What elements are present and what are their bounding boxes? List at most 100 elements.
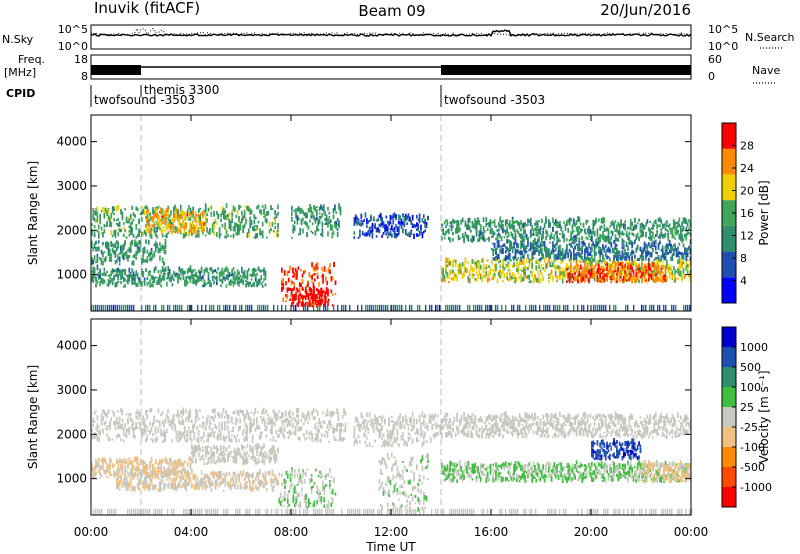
- echo-cell: [317, 301, 320, 304]
- echo-cell: [182, 277, 185, 281]
- echo-cell: [550, 233, 553, 236]
- echo-cell: [232, 267, 235, 271]
- freq-label-2: [MHz]: [4, 66, 36, 79]
- echo-cell: [670, 228, 672, 231]
- echo-cell: [146, 228, 148, 232]
- echo-cell: [572, 235, 575, 239]
- echo-cell: [302, 303, 304, 307]
- echo-cell: [124, 229, 127, 232]
- echo-cell: [677, 261, 679, 264]
- echo-cell: [628, 277, 631, 282]
- echo-cell: [614, 255, 617, 259]
- echo-cell: [400, 218, 403, 222]
- echo-cell: [272, 217, 275, 220]
- echo-cell: [535, 248, 538, 253]
- echo-cell: [639, 270, 642, 273]
- echo-cell: [449, 260, 452, 266]
- echo-cell: [161, 420, 164, 425]
- echo-cell: [286, 431, 289, 434]
- echo-cell: [633, 304, 635, 311]
- echo-cell: [179, 209, 182, 213]
- echo-cell: [586, 265, 589, 268]
- echo-cell: [196, 412, 199, 419]
- echo-cell: [553, 264, 556, 269]
- echo-cell: [113, 275, 115, 278]
- echo-cell: [241, 210, 243, 216]
- echo-cell: [492, 230, 495, 234]
- echo-cell: [603, 259, 606, 265]
- echo-cell: [225, 266, 228, 272]
- echo-cell: [257, 204, 260, 209]
- echo-cell: [659, 240, 661, 245]
- echo-cell: [674, 237, 677, 240]
- echo-cell: [285, 281, 287, 286]
- echo-cell: [449, 304, 451, 311]
- echo-cell: [620, 266, 622, 271]
- echo-cell: [578, 251, 581, 258]
- echo-cell: [524, 271, 527, 277]
- echo-cell: [686, 221, 689, 227]
- echo-cell: [265, 409, 268, 413]
- echo-cell: [316, 425, 319, 428]
- echo-cell: [127, 257, 129, 262]
- echo-cell: [160, 230, 163, 233]
- echo-cell: [643, 225, 646, 230]
- echo-cell: [554, 258, 557, 262]
- echo-cell: [267, 418, 269, 421]
- nsky-panel: N.Sky 10^5 10^0 10^5 10^0 N.Search: [2, 23, 795, 53]
- echo-cell: [223, 304, 225, 311]
- echo-cell: [310, 213, 313, 216]
- echo-cell: [149, 430, 151, 435]
- echo-cell: [264, 412, 266, 415]
- echo-cell: [656, 270, 658, 276]
- echo-cell: [304, 286, 307, 292]
- echo-cell: [116, 222, 118, 226]
- echo-cell: [238, 276, 240, 281]
- echo-cell: [229, 273, 232, 277]
- echo-cell: [443, 233, 446, 237]
- echo-cell: [161, 221, 164, 225]
- echo-cell: [236, 281, 239, 286]
- echo-cell: [549, 272, 552, 276]
- echo-cell: [107, 425, 110, 428]
- echo-cell: [603, 304, 605, 311]
- echo-cell: [250, 419, 253, 422]
- echo-cell: [239, 205, 242, 209]
- echo-cell: [327, 440, 330, 443]
- echo-cell: [538, 245, 540, 248]
- echo-cell: [539, 227, 542, 231]
- echo-cell: [584, 228, 586, 234]
- echo-cell: [581, 278, 583, 283]
- echo-cell: [197, 417, 200, 421]
- echo-cell: [595, 243, 597, 249]
- echo-cell: [688, 272, 690, 278]
- echo-cell: [143, 280, 146, 284]
- echo-cell: [95, 277, 97, 281]
- echo-cell: [262, 416, 265, 421]
- echo-cell: [170, 224, 172, 230]
- echo-cell: [249, 281, 252, 285]
- echo-cell: [290, 431, 293, 435]
- echo-cell: [221, 424, 223, 431]
- echo-cell: [535, 222, 538, 226]
- echo-cell: [659, 235, 661, 240]
- echo-cell: [521, 243, 524, 248]
- echo-cell: [479, 264, 482, 270]
- echo-cell: [632, 250, 635, 255]
- echo-cell: [613, 270, 615, 274]
- echo-cell: [336, 217, 339, 222]
- echo-cell: [495, 237, 497, 241]
- echo-cell: [586, 220, 589, 223]
- echo-cell: [242, 279, 245, 284]
- echo-cell: [360, 222, 363, 227]
- echo-cell: [322, 274, 324, 281]
- echo-cell: [206, 213, 208, 217]
- echo-cell: [146, 414, 149, 420]
- echo-cell: [286, 423, 289, 428]
- echo-cell: [393, 212, 396, 219]
- echo-cell: [568, 273, 571, 280]
- echo-cell: [314, 272, 316, 276]
- echo-cell: [251, 304, 253, 311]
- echo-cell: [502, 279, 504, 283]
- echo-cell: [131, 227, 133, 233]
